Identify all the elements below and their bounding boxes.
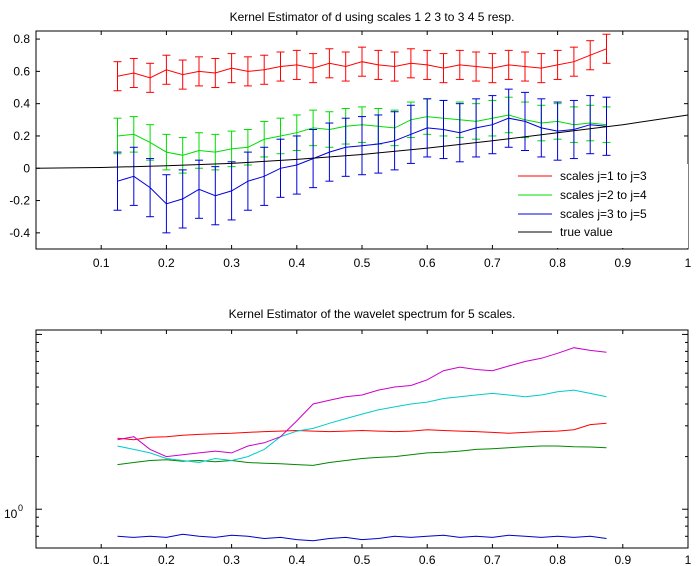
series-line-scale-3 [117, 422, 607, 441]
y-tick-label: 0.4 [13, 97, 30, 111]
series-line-scale-4 [117, 389, 607, 464]
series-line [117, 117, 607, 205]
legend-label-true-value: true value [560, 225, 613, 239]
series-line [117, 48, 607, 79]
chart-wavelet-spectrum: Kernel Estimator of the wavelet spectrum… [4, 307, 692, 566]
y-axis-tick-label-10e0: 10 0 [4, 503, 23, 521]
x-tick-label: 0.9 [614, 553, 631, 566]
series-group [35, 33, 689, 234]
x-axis-tick-labels: 0.1 0.2 0.3 0.4 0.5 0.6 0.7 0.8 0.9 1 [93, 256, 692, 270]
legend-box [510, 164, 688, 248]
chart-title: Kernel Estimator of the wavelet spectrum… [229, 307, 516, 321]
legend-label-scales-2-4: scales j=2 to j=4 [560, 188, 647, 202]
y-tick-label: 0 [23, 161, 30, 175]
x-tick-label: 0.5 [354, 553, 371, 566]
y-tick-label: -0.4 [9, 226, 30, 240]
series-scales-j-3-to-j-5 [113, 88, 611, 234]
series-line-scale-5 [117, 347, 607, 458]
x-tick-label: 0.8 [549, 256, 566, 270]
x-axis-tick-labels: 0.1 0.2 0.3 0.4 0.5 0.6 0.7 0.8 0.9 1 [93, 553, 692, 566]
x-tick-label: 0.1 [93, 553, 110, 566]
axis-ticks [36, 330, 689, 548]
x-tick-label: 0.1 [93, 256, 110, 270]
x-tick-label: 0.3 [223, 553, 240, 566]
legend: scales j=1 to j=3 scales j=2 to j=4 scal… [510, 164, 688, 248]
series-group [117, 347, 607, 542]
y-tick-label: 0.6 [13, 64, 30, 78]
x-tick-label: 0.7 [484, 553, 501, 566]
series-line [35, 114, 689, 169]
x-tick-label: 0.4 [288, 256, 305, 270]
x-tick-label: 0.7 [484, 256, 501, 270]
series-true-value [35, 114, 689, 169]
x-tick-label: 0.6 [419, 256, 436, 270]
y-tick-base: 10 [4, 507, 18, 521]
x-tick-label: 0.5 [354, 256, 371, 270]
x-tick-label: 0.8 [549, 553, 566, 566]
x-tick-label: 1 [685, 553, 692, 566]
legend-label-scales-1-3: scales j=1 to j=3 [560, 169, 647, 183]
x-tick-label: 1 [685, 256, 692, 270]
plot-area-frame [35, 329, 689, 549]
y-tick-label: -0.2 [9, 194, 30, 208]
y-tick-label: 0.8 [13, 32, 30, 46]
series-scales-j-1-to-j-3 [113, 33, 611, 93]
x-tick-label: 0.3 [223, 256, 240, 270]
x-tick-label: 0.2 [158, 256, 175, 270]
series-line-scale-2 [117, 445, 607, 466]
x-tick-label: 0.9 [614, 256, 631, 270]
legend-label-scales-3-5: scales j=3 to j=5 [560, 207, 647, 221]
series-line-scale-1 [117, 533, 607, 542]
x-tick-label: 0.2 [158, 553, 175, 566]
x-tick-label: 0.6 [419, 553, 436, 566]
y-axis-tick-labels: -0.4 -0.2 0 0.2 0.4 0.6 0.8 [9, 32, 30, 240]
y-tick-exponent: 0 [18, 503, 23, 513]
x-tick-label: 0.4 [288, 553, 305, 566]
chart-title: Kernel Estimator of d using scales 1 2 3… [230, 10, 515, 24]
chart-kernel-estimator-d: Kernel Estimator of d using scales 1 2 3… [9, 10, 691, 270]
y-tick-label: 0.2 [13, 129, 30, 143]
